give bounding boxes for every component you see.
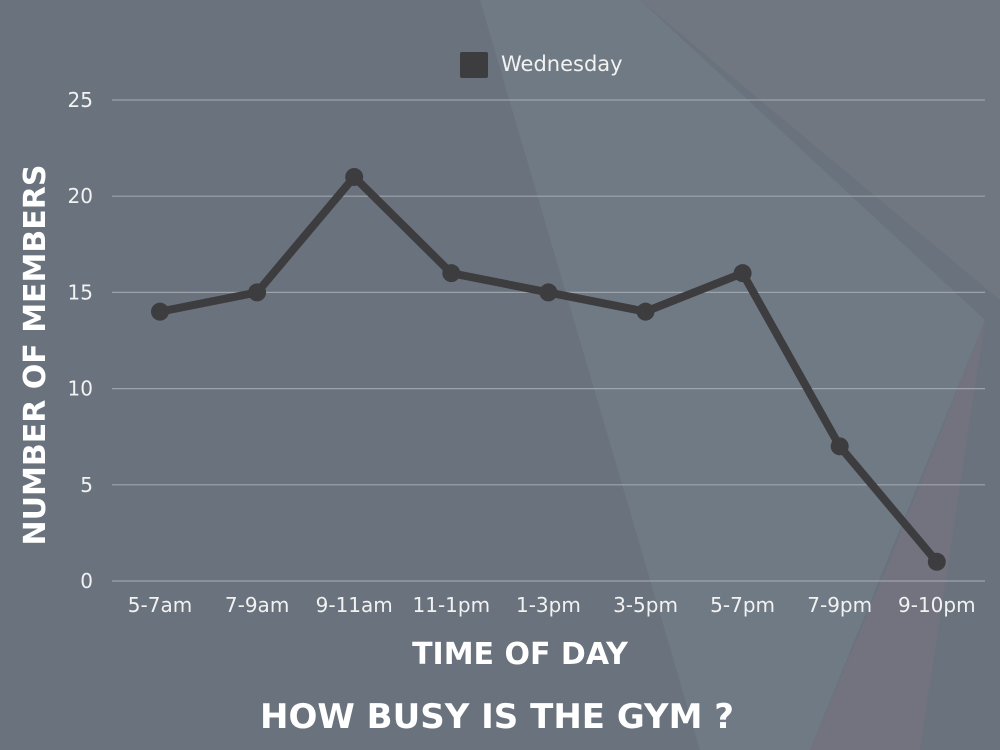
data-point [248,283,267,302]
y-tick-label: 25 [68,88,93,112]
legend: Wednesday [460,52,623,78]
data-point [345,167,364,186]
y-tick-label: 15 [68,280,93,304]
data-point [442,264,461,283]
y-axis-ticks: 0 5 10 15 20 25 [68,88,93,593]
x-tick-label: 3-5pm [613,593,678,617]
x-tick-label: 9-11am [316,593,393,617]
x-tick-label: 7-9am [225,593,289,617]
y-axis-title: NUMBER OF MEMBERS [18,165,53,546]
data-point [830,437,849,456]
x-axis-ticks: 5-7am 7-9am 9-11am 11-1pm 1-3pm 3-5pm 5-7pm 7-9… [128,593,976,617]
x-tick-label: 1-3pm [516,593,581,617]
chart-title: HOW BUSY IS THE GYM ? [260,697,734,737]
series-wednesday [151,167,946,571]
legend-swatch [460,52,488,78]
x-tick-label: 5-7pm [710,593,775,617]
data-point [733,264,752,283]
data-point [927,552,946,571]
x-axis-title: TIME OF DAY [412,637,629,672]
legend-label: Wednesday [501,52,623,76]
y-tick-label: 5 [80,473,93,497]
x-tick-label: 11-1pm [413,593,491,617]
data-point [539,283,558,302]
y-tick-label: 20 [68,184,93,208]
x-tick-label: 5-7am [128,593,192,617]
y-tick-label: 0 [80,569,93,593]
data-point [636,302,655,321]
data-point [151,302,169,321]
background-decoration [480,0,1000,750]
x-tick-label: 9-10pm [898,593,976,617]
y-tick-label: 10 [68,377,93,401]
x-tick-label: 7-9pm [807,593,872,617]
